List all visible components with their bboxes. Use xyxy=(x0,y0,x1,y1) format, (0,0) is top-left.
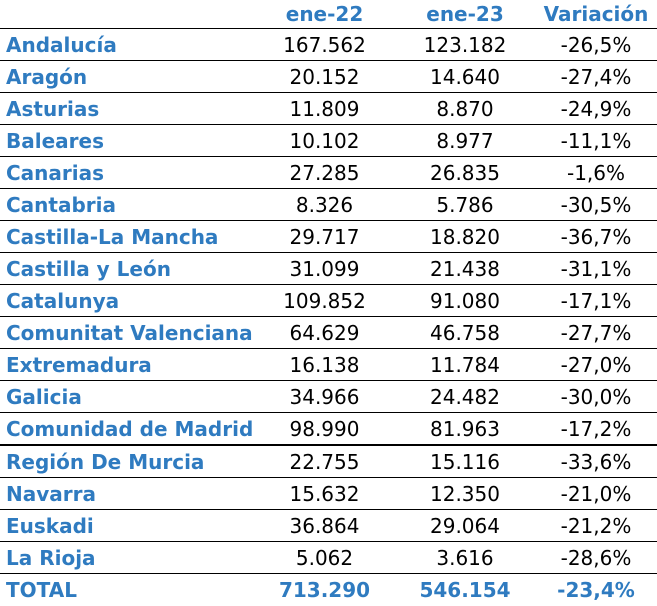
value-variacion: -28,6% xyxy=(535,542,657,574)
region-name: Aragón xyxy=(0,61,254,93)
total-row: TOTAL 713.290 546.154 -23,4% xyxy=(0,574,657,606)
table-row: La Rioja 5.062 3.616 -28,6% xyxy=(0,542,657,574)
value-variacion: -36,7% xyxy=(535,221,657,253)
value-variacion: -31,1% xyxy=(535,253,657,285)
value-ene-22: 29.717 xyxy=(254,221,395,253)
table-row: Euskadi 36.864 29.064 -21,2% xyxy=(0,510,657,542)
value-variacion: -26,5% xyxy=(535,29,657,61)
region-name: Euskadi xyxy=(0,510,254,542)
total-ene-22: 713.290 xyxy=(254,574,395,606)
value-ene-22: 11.809 xyxy=(254,93,395,125)
table-row: Navarra 15.632 12.350 -21,0% xyxy=(0,478,657,510)
table-row: Castilla-La Mancha 29.717 18.820 -36,7% xyxy=(0,221,657,253)
value-ene-23: 81.963 xyxy=(395,413,535,446)
region-name: Región De Murcia xyxy=(0,445,254,478)
value-ene-22: 10.102 xyxy=(254,125,395,157)
value-ene-23: 26.835 xyxy=(395,157,535,189)
value-variacion: -1,6% xyxy=(535,157,657,189)
region-name: Canarias xyxy=(0,157,254,189)
value-ene-22: 22.755 xyxy=(254,445,395,478)
region-name: Comunidad de Madrid xyxy=(0,413,254,446)
region-name: Baleares xyxy=(0,125,254,157)
total-variacion: -23,4% xyxy=(535,574,657,606)
value-variacion: -11,1% xyxy=(535,125,657,157)
value-ene-22: 64.629 xyxy=(254,317,395,349)
value-ene-22: 8.326 xyxy=(254,189,395,221)
value-variacion: -30,0% xyxy=(535,381,657,413)
value-ene-23: 5.786 xyxy=(395,189,535,221)
value-ene-23: 14.640 xyxy=(395,61,535,93)
value-ene-23: 123.182 xyxy=(395,29,535,61)
region-name: Asturias xyxy=(0,93,254,125)
region-name: Castilla-La Mancha xyxy=(0,221,254,253)
value-ene-23: 15.116 xyxy=(395,445,535,478)
value-ene-23: 24.482 xyxy=(395,381,535,413)
table-row: Región De Murcia 22.755 15.116 -33,6% xyxy=(0,445,657,478)
value-ene-22: 5.062 xyxy=(254,542,395,574)
value-ene-23: 18.820 xyxy=(395,221,535,253)
table-row: Baleares 10.102 8.977 -11,1% xyxy=(0,125,657,157)
header-variacion: Variación xyxy=(535,0,657,29)
region-name: Comunitat Valenciana xyxy=(0,317,254,349)
value-variacion: -17,2% xyxy=(535,413,657,446)
value-ene-23: 12.350 xyxy=(395,478,535,510)
region-name: Cantabria xyxy=(0,189,254,221)
region-name: La Rioja xyxy=(0,542,254,574)
total-label: TOTAL xyxy=(0,574,254,606)
region-name: Navarra xyxy=(0,478,254,510)
value-variacion: -17,1% xyxy=(535,285,657,317)
table-row: Catalunya 109.852 91.080 -17,1% xyxy=(0,285,657,317)
header-ene-22: ene-22 xyxy=(254,0,395,29)
value-ene-22: 20.152 xyxy=(254,61,395,93)
value-variacion: -21,0% xyxy=(535,478,657,510)
table-row: Aragón 20.152 14.640 -27,4% xyxy=(0,61,657,93)
table-row: Cantabria 8.326 5.786 -30,5% xyxy=(0,189,657,221)
value-variacion: -30,5% xyxy=(535,189,657,221)
region-name: Catalunya xyxy=(0,285,254,317)
value-variacion: -33,6% xyxy=(535,445,657,478)
table-header-row: ene-22 ene-23 Variación xyxy=(0,0,657,29)
value-ene-22: 15.632 xyxy=(254,478,395,510)
value-variacion: -24,9% xyxy=(535,93,657,125)
value-ene-22: 36.864 xyxy=(254,510,395,542)
value-ene-22: 16.138 xyxy=(254,349,395,381)
value-ene-23: 91.080 xyxy=(395,285,535,317)
value-variacion: -27,0% xyxy=(535,349,657,381)
value-ene-22: 34.966 xyxy=(254,381,395,413)
region-name: Extremadura xyxy=(0,349,254,381)
table-row: Comunidad de Madrid 98.990 81.963 -17,2% xyxy=(0,413,657,446)
value-ene-23: 46.758 xyxy=(395,317,535,349)
table-row: Andalucía 167.562 123.182 -26,5% xyxy=(0,29,657,61)
value-ene-22: 109.852 xyxy=(254,285,395,317)
region-name: Castilla y León xyxy=(0,253,254,285)
value-ene-23: 3.616 xyxy=(395,542,535,574)
value-ene-22: 27.285 xyxy=(254,157,395,189)
region-name: Andalucía xyxy=(0,29,254,61)
value-ene-23: 29.064 xyxy=(395,510,535,542)
value-ene-22: 98.990 xyxy=(254,413,395,446)
value-ene-23: 11.784 xyxy=(395,349,535,381)
table-row: Extremadura 16.138 11.784 -27,0% xyxy=(0,349,657,381)
value-ene-22: 167.562 xyxy=(254,29,395,61)
value-variacion: -27,7% xyxy=(535,317,657,349)
table-row: Canarias 27.285 26.835 -1,6% xyxy=(0,157,657,189)
value-variacion: -21,2% xyxy=(535,510,657,542)
header-ene-23: ene-23 xyxy=(395,0,535,29)
table-row: Castilla y León 31.099 21.438 -31,1% xyxy=(0,253,657,285)
value-ene-23: 8.977 xyxy=(395,125,535,157)
total-ene-23: 546.154 xyxy=(395,574,535,606)
table-row: Comunitat Valenciana 64.629 46.758 -27,7… xyxy=(0,317,657,349)
value-variacion: -27,4% xyxy=(535,61,657,93)
header-region xyxy=(0,0,254,29)
region-name: Galicia xyxy=(0,381,254,413)
table-row: Asturias 11.809 8.870 -24,9% xyxy=(0,93,657,125)
table-row: Galicia 34.966 24.482 -30,0% xyxy=(0,381,657,413)
value-ene-23: 8.870 xyxy=(395,93,535,125)
value-ene-23: 21.438 xyxy=(395,253,535,285)
value-ene-22: 31.099 xyxy=(254,253,395,285)
